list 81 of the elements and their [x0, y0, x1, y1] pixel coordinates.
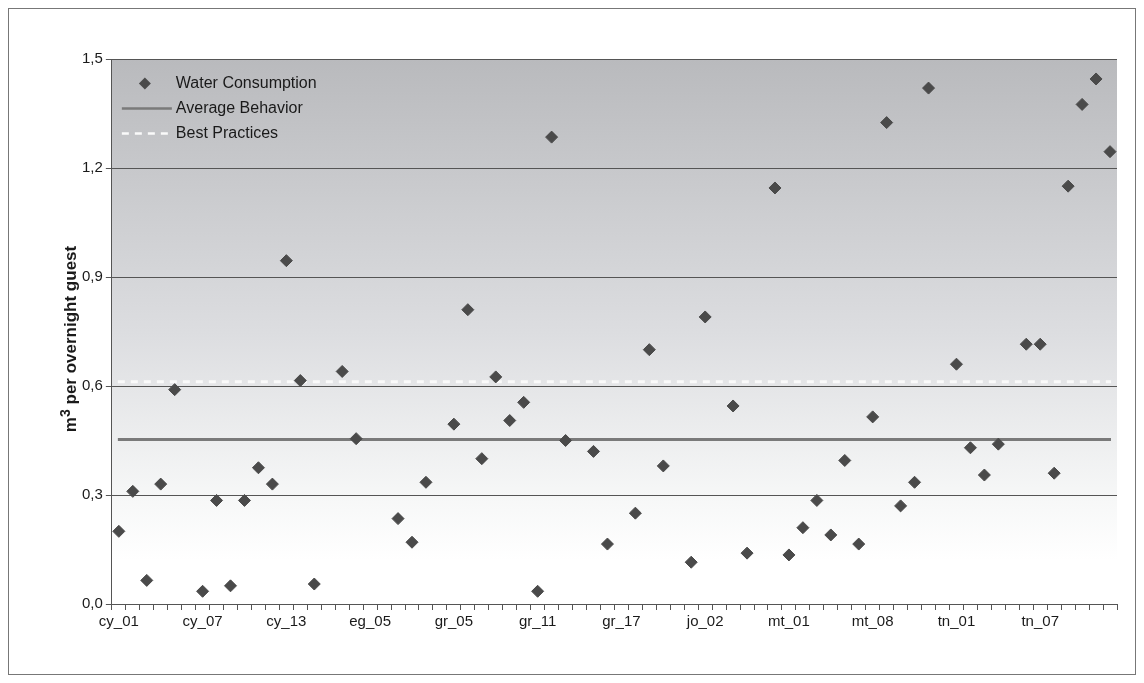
point: [586, 444, 600, 458]
point: [838, 453, 852, 467]
point: [335, 364, 349, 378]
x-tick-label: gr_11: [519, 612, 557, 630]
point: [293, 374, 307, 388]
point: [977, 468, 991, 482]
point: [1061, 179, 1075, 193]
point: [810, 493, 824, 507]
point: [154, 477, 168, 491]
point: [656, 459, 670, 473]
point: [1033, 337, 1047, 351]
point: [949, 357, 963, 371]
x-tick-label: gr_05: [434, 612, 474, 630]
point: [698, 310, 712, 324]
point: [908, 475, 922, 489]
legend-label: Average Behavior: [175, 98, 304, 116]
point: [489, 370, 503, 384]
point: [1103, 145, 1117, 159]
point: [112, 524, 126, 538]
point: [461, 303, 475, 317]
x-tick-label: mt_08: [851, 612, 894, 630]
point: [1089, 72, 1103, 86]
point: [866, 410, 880, 424]
y-tick-label: 0,9: [81, 267, 103, 285]
x-tick-label: cy_13: [266, 612, 307, 630]
point: [894, 499, 908, 513]
point: [405, 535, 419, 549]
x-tick-label: jo_02: [685, 612, 724, 630]
x-tick-label: mt_01: [768, 612, 810, 630]
point: [168, 383, 182, 397]
point: [824, 528, 838, 542]
point: [1075, 97, 1089, 111]
x-tick-label: tn_07: [1021, 612, 1059, 630]
point: [279, 254, 293, 268]
point: [475, 452, 489, 466]
y-tick-label: 0,0: [81, 594, 103, 612]
point: [642, 343, 656, 357]
point: [600, 537, 614, 551]
y-tick-label: 0,3: [81, 485, 103, 503]
point: [237, 493, 251, 507]
point: [922, 81, 936, 95]
point: [196, 584, 210, 598]
y-tick-label: 1,2: [81, 158, 103, 176]
point: [126, 484, 140, 498]
point: [852, 537, 866, 551]
point: [782, 548, 796, 562]
point: [307, 577, 321, 591]
point: [1047, 466, 1061, 480]
point: [447, 417, 461, 431]
point: [991, 437, 1005, 451]
point: [880, 116, 894, 130]
legend-label: Water Consumption: [175, 73, 317, 91]
x-tick-label: cy_07: [182, 612, 223, 630]
point: [224, 579, 238, 593]
point: [628, 506, 642, 520]
point: [251, 461, 265, 475]
point: [349, 432, 363, 446]
point: [503, 414, 517, 428]
point: [768, 181, 782, 195]
x-tick-label: tn_01: [937, 612, 976, 630]
point: [726, 399, 740, 413]
x-tick-label: gr_17: [602, 612, 641, 630]
y-tick-label: 1,5: [81, 49, 103, 67]
point: [265, 477, 279, 491]
point: [559, 434, 573, 447]
point: [391, 512, 405, 526]
x-tick-label: cy_01: [98, 612, 139, 630]
point: [419, 475, 433, 489]
point: [140, 573, 154, 587]
point: [1019, 337, 1033, 351]
point: [210, 493, 224, 507]
point: [963, 441, 977, 455]
x-tick-label: eg_05: [349, 612, 391, 630]
legend-label: Best Practices: [175, 123, 279, 141]
point: [545, 130, 559, 144]
point: [517, 395, 531, 409]
point: [531, 584, 545, 598]
point: [796, 521, 810, 535]
point: [740, 546, 754, 560]
y-tick-label: 0,6: [81, 376, 103, 394]
point: [684, 555, 698, 569]
